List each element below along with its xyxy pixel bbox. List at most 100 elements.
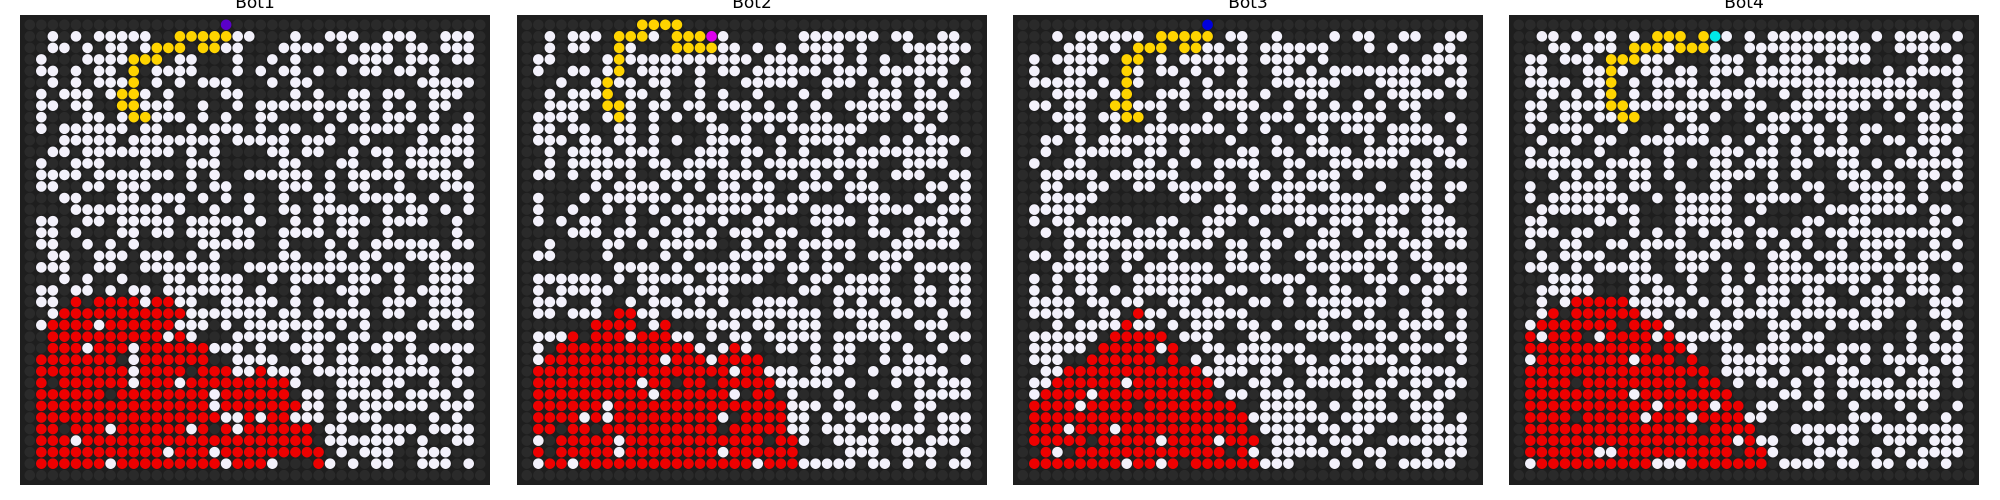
fire-cell xyxy=(660,446,671,458)
fire-cell xyxy=(683,435,694,446)
blocked-cell xyxy=(879,377,891,389)
open-cell xyxy=(1283,296,1294,308)
blocked-cell xyxy=(174,88,186,100)
open-cell xyxy=(370,250,382,262)
blocked-cell xyxy=(1260,77,1271,88)
fire-cell xyxy=(151,446,163,458)
fire-cell xyxy=(544,412,556,423)
fire-cell xyxy=(613,365,625,377)
open-cell xyxy=(359,446,371,458)
open-cell xyxy=(428,238,440,250)
blocked-cell xyxy=(336,19,347,31)
blocked-cell xyxy=(139,192,151,204)
blocked-cell xyxy=(1236,169,1248,181)
open-cell xyxy=(1052,192,1063,204)
blocked-cell xyxy=(463,65,474,77)
fire-cell xyxy=(1098,446,1109,458)
open-cell xyxy=(1260,111,1271,123)
open-cell xyxy=(625,88,637,100)
blocked-cell xyxy=(324,400,336,412)
path-cell xyxy=(683,42,694,54)
blocked-cell xyxy=(1017,389,1029,400)
open-cell xyxy=(1444,158,1456,169)
fire-cell xyxy=(151,365,163,377)
blocked-cell xyxy=(1410,42,1421,54)
open-cell xyxy=(879,88,891,100)
blocked-cell xyxy=(59,100,70,111)
open-cell xyxy=(613,181,625,192)
fire-cell xyxy=(59,389,70,400)
open-cell xyxy=(625,146,637,158)
blocked-cell xyxy=(347,134,359,146)
blocked-cell xyxy=(810,389,821,400)
blocked-cell xyxy=(775,262,787,273)
blocked-cell xyxy=(867,342,879,354)
blocked-cell xyxy=(1363,100,1375,111)
fire-cell xyxy=(1109,400,1121,412)
blocked-cell xyxy=(1248,204,1260,215)
blocked-cell xyxy=(706,342,717,354)
blocked-cell xyxy=(925,377,937,389)
blocked-cell xyxy=(474,65,486,77)
blocked-cell xyxy=(186,192,197,204)
open-cell xyxy=(1121,134,1133,146)
open-cell xyxy=(1352,158,1364,169)
open-cell xyxy=(105,65,116,77)
blocked-cell xyxy=(521,400,533,412)
open-cell xyxy=(1444,31,1456,42)
fire-cell xyxy=(1156,412,1167,423)
blocked-cell xyxy=(428,19,440,31)
blocked-cell xyxy=(370,296,382,308)
blocked-cell xyxy=(971,377,983,389)
fire-cell xyxy=(1179,423,1190,435)
blocked-cell xyxy=(810,296,821,308)
fire-cell xyxy=(36,435,47,446)
open-cell xyxy=(428,389,440,400)
blocked-cell xyxy=(590,192,602,204)
open-cell xyxy=(105,169,116,181)
open-cell xyxy=(1410,158,1421,169)
open-cell xyxy=(1063,192,1075,204)
blocked-cell xyxy=(556,158,567,169)
blocked-cell xyxy=(347,469,359,481)
blocked-cell xyxy=(197,331,209,342)
open-cell xyxy=(579,158,590,169)
blocked-cell xyxy=(521,100,533,111)
open-cell xyxy=(174,296,186,308)
open-cell xyxy=(752,296,764,308)
blocked-cell xyxy=(1329,19,1340,31)
open-cell xyxy=(914,100,925,111)
open-cell xyxy=(359,42,371,54)
blocked-cell xyxy=(405,469,417,481)
open-cell xyxy=(1329,77,1340,88)
open-cell xyxy=(1052,285,1063,296)
open-cell xyxy=(428,296,440,308)
open-cell xyxy=(683,250,694,262)
fire-cell xyxy=(764,412,775,423)
blocked-cell xyxy=(1260,308,1271,319)
path-cell xyxy=(1190,42,1202,54)
open-cell xyxy=(93,77,105,88)
open-cell xyxy=(290,308,301,319)
blocked-cell xyxy=(197,19,209,31)
grid-map xyxy=(1509,15,1979,485)
blocked-cell xyxy=(1352,42,1364,54)
blocked-cell xyxy=(1144,204,1156,215)
blocked-cell xyxy=(197,169,209,181)
open-cell xyxy=(128,146,140,158)
blocked-cell xyxy=(1340,423,1352,435)
open-cell xyxy=(278,158,290,169)
blocked-cell xyxy=(1086,158,1098,169)
fire-cell xyxy=(151,319,163,331)
open-cell xyxy=(960,273,971,285)
open-cell xyxy=(567,158,579,169)
fire-cell xyxy=(197,342,209,354)
blocked-cell xyxy=(937,88,948,100)
open-cell xyxy=(128,342,140,354)
blocked-cell xyxy=(82,65,93,77)
blocked-cell xyxy=(1628,19,1640,31)
open-cell xyxy=(1121,377,1133,389)
open-cell xyxy=(428,446,440,458)
blocked-cell xyxy=(1317,389,1329,400)
open-cell xyxy=(833,354,844,366)
